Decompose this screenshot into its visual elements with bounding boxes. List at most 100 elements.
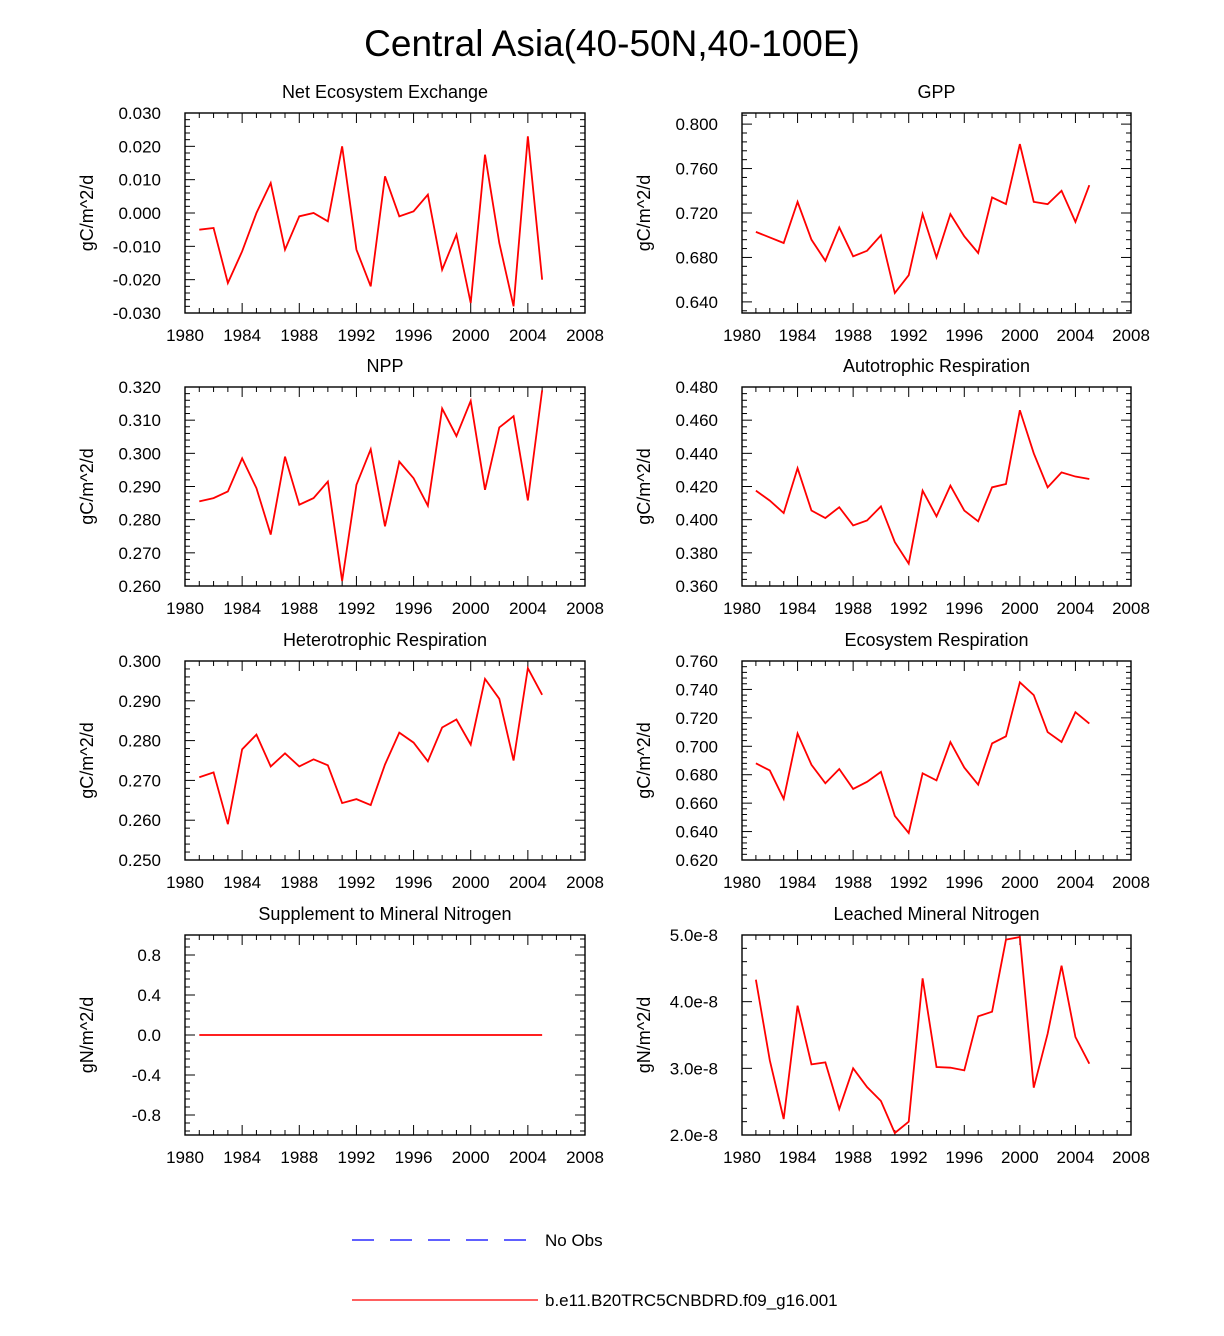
- x-tick-label: 2008: [566, 599, 604, 618]
- series-line-1: [755, 935, 1091, 1135]
- x-tick-label: 1988: [834, 326, 872, 345]
- y-tick-label: 0.300: [118, 444, 161, 463]
- x-tick-label: 1996: [395, 599, 433, 618]
- y-axis-label: gC/m^2/d: [634, 175, 654, 251]
- x-tick-label: 1992: [338, 326, 376, 345]
- y-tick-label: 0.0: [137, 1026, 161, 1045]
- x-tick-label: 1980: [166, 873, 204, 892]
- y-tick-label: 0.280: [118, 511, 161, 530]
- y-tick-label: 0.020: [118, 137, 161, 156]
- y-tick-label: 0.400: [675, 511, 718, 530]
- x-tick-label: 1980: [723, 326, 761, 345]
- y-axis-label: gC/m^2/d: [634, 448, 654, 524]
- y-tick-label: 0.720: [675, 204, 718, 223]
- y-tick-label: 0.800: [675, 115, 718, 134]
- x-tick-label: 1984: [223, 599, 261, 618]
- x-tick-label: 1992: [338, 599, 376, 618]
- y-tick-label: 0.320: [118, 378, 161, 397]
- series-line-1: [199, 136, 544, 307]
- y-tick-label: 0.680: [675, 248, 718, 267]
- x-tick-label: 2008: [1112, 873, 1150, 892]
- series-line-1: [755, 409, 1090, 566]
- series-line-1: [199, 665, 543, 825]
- x-tick-label: 1984: [779, 873, 817, 892]
- legend-model-label: b.e11.B20TRC5CNBDRD.f09_g16.001: [545, 1291, 838, 1310]
- y-tick-label: 0.270: [118, 771, 161, 790]
- x-tick-label: 1992: [890, 326, 928, 345]
- x-tick-label: 1996: [945, 873, 983, 892]
- y-tick-label: 0.010: [118, 171, 161, 190]
- x-tick-label: 1988: [280, 873, 318, 892]
- x-tick-label: 1980: [166, 326, 204, 345]
- y-tick-label: 0.280: [118, 732, 161, 751]
- x-tick-label: 1988: [280, 599, 318, 618]
- chart-title: NPP: [366, 356, 403, 376]
- x-tick-label: 1988: [280, 1148, 318, 1167]
- x-tick-label: 2008: [566, 326, 604, 345]
- x-tick-label: 1984: [779, 599, 817, 618]
- y-tick-label: 0.000: [118, 204, 161, 223]
- y-tick-label: 0.260: [118, 811, 161, 830]
- x-tick-label: 2000: [452, 1148, 490, 1167]
- panels: Net Ecosystem Exchange gC/m^2/d 1980 1984 19…: [77, 82, 1150, 1167]
- legend-obs-label: No Obs: [545, 1231, 603, 1250]
- x-tick-label: 2008: [566, 873, 604, 892]
- y-tick-label: 0.420: [675, 478, 718, 497]
- x-tick-label: 1996: [945, 599, 983, 618]
- y-tick-label: 5.0e-8: [670, 926, 718, 945]
- y-tick-label: 0.700: [675, 737, 718, 756]
- series-line-1: [199, 390, 544, 582]
- chart-panel-3: NPP gC/m^2/d 1980 1984 1988 1992 1996 2000 2004 2…: [77, 356, 604, 618]
- x-tick-label: 1992: [890, 1148, 928, 1167]
- chart-title: Leached Mineral Nitrogen: [833, 904, 1039, 924]
- chart-title: Net Ecosystem Exchange: [282, 82, 488, 102]
- x-tick-label: 1988: [280, 326, 318, 345]
- chart-panel-4: Autotrophic Respiration gC/m^2/d 1980 1984 1…: [634, 356, 1150, 618]
- x-tick-label: 2000: [1001, 599, 1039, 618]
- y-tick-label: 0.760: [675, 160, 718, 179]
- x-tick-label: 1980: [723, 599, 761, 618]
- chart-panel-6: Ecosystem Respiration gC/m^2/d 1980 1984 198…: [634, 630, 1150, 892]
- y-tick-label: 3.0e-8: [670, 1059, 718, 1078]
- x-tick-label: 1984: [223, 873, 261, 892]
- series-line-1: [755, 143, 1091, 296]
- x-tick-label: 1988: [834, 1148, 872, 1167]
- y-tick-label: 0.290: [118, 478, 161, 497]
- x-tick-label: 2008: [566, 1148, 604, 1167]
- y-axis-label: gN/m^2/d: [634, 997, 654, 1073]
- legend: No Obs b.e11.B20TRC5CNBDRD.f09_g16.001: [352, 1231, 838, 1310]
- x-tick-label: 2000: [1001, 1148, 1039, 1167]
- y-tick-label: -0.8: [132, 1106, 161, 1125]
- x-tick-label: 2004: [1057, 873, 1095, 892]
- y-tick-label: 0.480: [675, 378, 718, 397]
- x-tick-label: 2004: [509, 599, 547, 618]
- y-axis-label: gC/m^2/d: [77, 175, 97, 251]
- y-tick-label: -0.030: [113, 304, 161, 323]
- x-tick-label: 2000: [1001, 326, 1039, 345]
- x-tick-label: 1980: [166, 1148, 204, 1167]
- y-tick-label: -0.020: [113, 271, 161, 290]
- plot-frame: [184, 112, 586, 314]
- x-tick-label: 1996: [395, 326, 433, 345]
- y-tick-label: 0.720: [675, 709, 718, 728]
- y-tick-label: 0.640: [675, 823, 718, 842]
- x-tick-label: 1992: [338, 1148, 376, 1167]
- x-tick-label: 1980: [723, 1148, 761, 1167]
- x-tick-label: 2004: [1057, 1148, 1095, 1167]
- chart-title: Ecosystem Respiration: [844, 630, 1028, 650]
- chart-panel-1: Net Ecosystem Exchange gC/m^2/d 1980 1984 19…: [77, 82, 604, 345]
- y-tick-label: 0.8: [137, 946, 161, 965]
- y-tick-label: 0.620: [675, 851, 718, 870]
- y-tick-label: 0.680: [675, 766, 718, 785]
- y-tick-label: 0.270: [118, 544, 161, 563]
- y-axis-label: gC/m^2/d: [77, 448, 97, 524]
- y-tick-label: 0.380: [675, 544, 718, 563]
- y-tick-label: 0.310: [118, 411, 161, 430]
- y-tick-label: 2.0e-8: [670, 1126, 718, 1145]
- y-tick-label: 0.260: [118, 577, 161, 596]
- y-tick-label: -0.4: [132, 1066, 161, 1085]
- plot-frame: [741, 660, 1132, 861]
- y-axis-label: gC/m^2/d: [77, 722, 97, 798]
- plot-frame: [741, 934, 1132, 1136]
